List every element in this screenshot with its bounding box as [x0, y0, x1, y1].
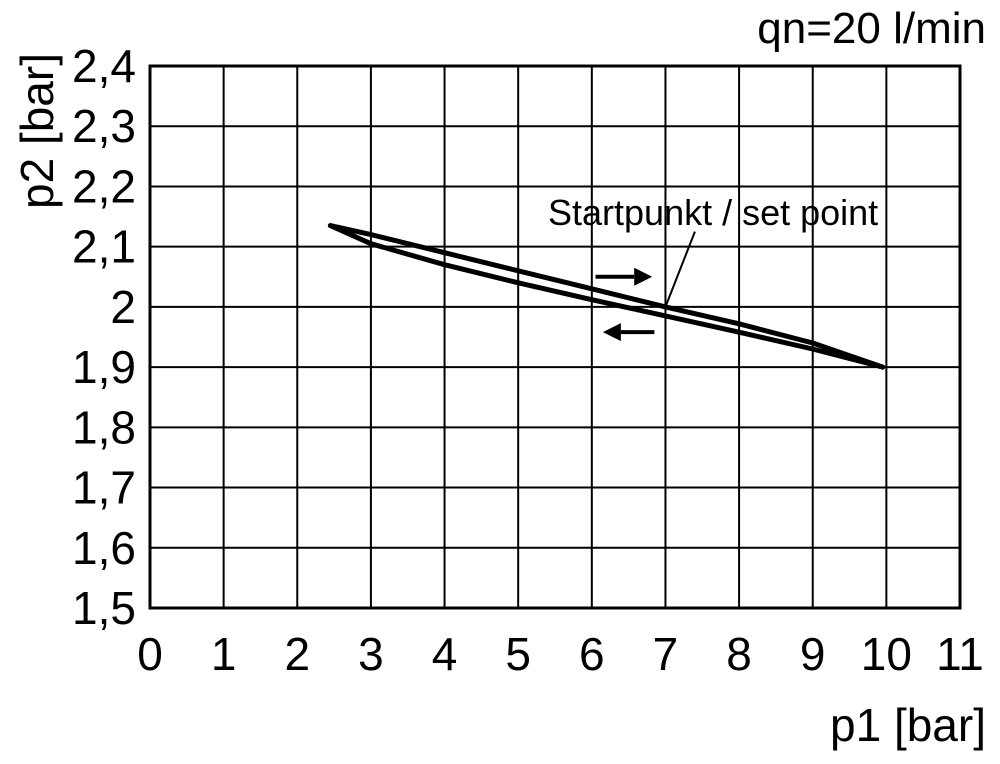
y-tick-label: 2,3 [72, 100, 136, 152]
x-tick-label: 10 [861, 628, 912, 680]
x-tick-label: 1 [211, 628, 237, 680]
y-tick-label: 1,6 [72, 522, 136, 574]
x-tick-label: 0 [137, 628, 163, 680]
plot-border [148, 64, 962, 610]
y-axis-title: p2 [bar] [11, 53, 63, 209]
y-tick-label: 1,9 [72, 341, 136, 393]
direction-arrow-head-left [602, 323, 621, 342]
x-tick-label: 5 [505, 628, 531, 680]
x-tick-label: 6 [579, 628, 605, 680]
y-tick-label: 2 [110, 281, 136, 333]
x-tick-label: 9 [800, 628, 826, 680]
set-point-annotation: Startpunkt / set point [548, 192, 879, 233]
y-tick-label: 1,7 [72, 462, 136, 514]
x-tick-label: 8 [726, 628, 752, 680]
set-point-leader-line [664, 231, 696, 308]
y-tick-label: 1,5 [72, 582, 136, 634]
y-tick-label: 1,8 [72, 401, 136, 453]
direction-arrow-head-right [634, 267, 653, 286]
x-tick-label: 3 [358, 628, 384, 680]
y-tick-label: 2,4 [72, 40, 136, 92]
x-axis-title: p1 [bar] [830, 699, 986, 751]
x-tick-label: 2 [284, 628, 310, 680]
x-tick-label: 11 [936, 628, 984, 680]
y-tick-label: 2,2 [72, 160, 136, 212]
x-tick-label: 4 [432, 628, 458, 680]
x-tick-label: 7 [653, 628, 679, 680]
hysteresis-lower-branch [327, 223, 886, 370]
hysteresis-upper-branch [327, 223, 886, 370]
flow-rate-title: qn=20 l/min [757, 4, 986, 53]
y-tick-label: 2,1 [72, 221, 136, 273]
